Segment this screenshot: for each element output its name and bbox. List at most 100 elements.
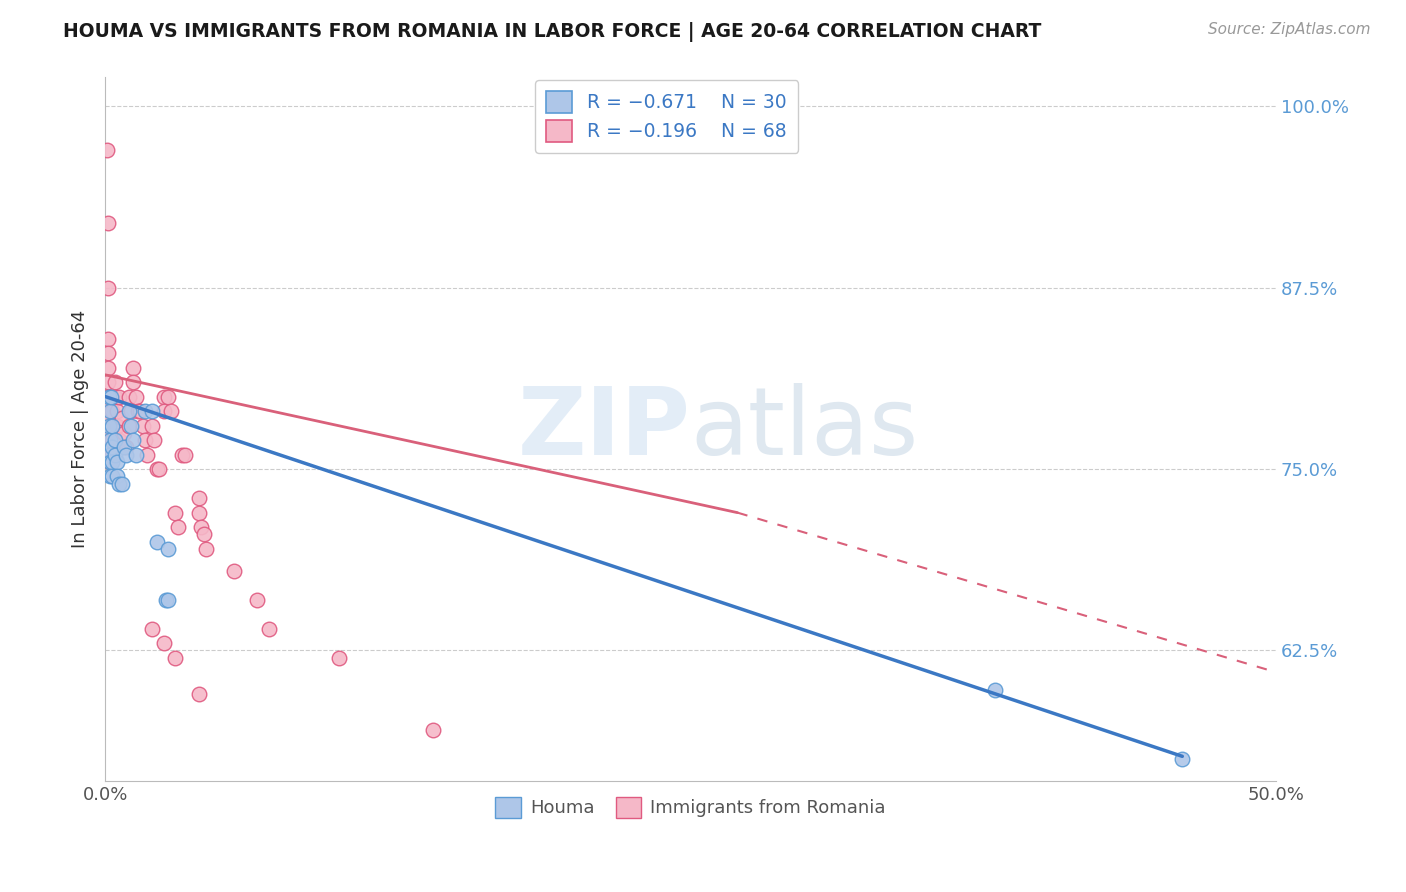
Point — [246, 592, 269, 607]
Point — [112, 425, 135, 440]
Point — [152, 390, 174, 404]
Point — [96, 281, 118, 295]
Point — [131, 418, 153, 433]
Point — [98, 411, 121, 425]
Point — [105, 455, 128, 469]
Point — [165, 650, 187, 665]
Point — [122, 360, 145, 375]
Point — [98, 455, 121, 469]
Point — [103, 390, 125, 404]
Point — [117, 418, 139, 433]
Point — [117, 404, 139, 418]
Point — [96, 143, 118, 157]
Point — [159, 404, 181, 418]
Point — [124, 448, 146, 462]
Point — [157, 592, 180, 607]
Point — [101, 433, 124, 447]
Point — [103, 375, 125, 389]
Point — [136, 448, 159, 462]
Point — [120, 418, 142, 433]
Point — [96, 360, 118, 375]
Point — [129, 404, 152, 418]
Point — [127, 404, 149, 418]
Point — [173, 448, 195, 462]
Point — [328, 650, 350, 665]
Point — [105, 404, 128, 418]
Point — [101, 418, 124, 433]
Point — [124, 390, 146, 404]
Point — [134, 433, 156, 447]
Point — [190, 520, 212, 534]
Point — [122, 433, 145, 447]
Text: atlas: atlas — [690, 384, 920, 475]
Point — [157, 390, 180, 404]
Point — [101, 469, 124, 483]
Point — [101, 448, 124, 462]
Point — [152, 636, 174, 650]
Point — [101, 455, 124, 469]
Point — [115, 448, 138, 462]
Point — [98, 433, 121, 447]
Point — [96, 397, 118, 411]
Point — [100, 390, 122, 404]
Point — [141, 404, 163, 418]
Point — [98, 469, 121, 483]
Point — [96, 375, 118, 389]
Point — [143, 433, 166, 447]
Point — [112, 441, 135, 455]
Point — [110, 476, 132, 491]
Point — [152, 404, 174, 418]
Point — [96, 404, 118, 418]
Point — [98, 441, 121, 455]
Point — [108, 390, 131, 404]
Point — [101, 404, 124, 418]
Point — [98, 397, 121, 411]
Point — [108, 476, 131, 491]
Point — [165, 506, 187, 520]
Point — [222, 564, 245, 578]
Point — [98, 455, 121, 469]
Point — [96, 390, 118, 404]
Point — [166, 520, 188, 534]
Point — [110, 411, 132, 425]
Point — [120, 404, 142, 418]
Point — [141, 418, 163, 433]
Point — [145, 462, 167, 476]
Text: Source: ZipAtlas.com: Source: ZipAtlas.com — [1208, 22, 1371, 37]
Point — [141, 622, 163, 636]
Point — [101, 390, 124, 404]
Point — [984, 682, 1007, 697]
Point — [145, 534, 167, 549]
Point — [187, 491, 209, 505]
Point — [97, 418, 120, 433]
Point — [101, 418, 124, 433]
Point — [98, 448, 121, 462]
Legend: Houma, Immigrants from Romania: Houma, Immigrants from Romania — [488, 789, 893, 825]
Point — [98, 404, 121, 418]
Point — [157, 541, 180, 556]
Point — [105, 418, 128, 433]
Point — [97, 448, 120, 462]
Point — [122, 375, 145, 389]
Point — [105, 469, 128, 483]
Point — [96, 346, 118, 360]
Point — [115, 441, 138, 455]
Point — [187, 506, 209, 520]
Point — [103, 448, 125, 462]
Point — [97, 390, 120, 404]
Point — [117, 390, 139, 404]
Point — [1171, 752, 1194, 766]
Point — [155, 592, 177, 607]
Point — [193, 527, 215, 541]
Y-axis label: In Labor Force | Age 20-64: In Labor Force | Age 20-64 — [72, 310, 89, 549]
Point — [96, 411, 118, 425]
Point — [422, 723, 444, 738]
Point — [194, 541, 217, 556]
Point — [96, 215, 118, 229]
Point — [172, 448, 194, 462]
Point — [98, 425, 121, 440]
Point — [257, 622, 280, 636]
Point — [103, 433, 125, 447]
Point — [108, 433, 131, 447]
Point — [187, 687, 209, 701]
